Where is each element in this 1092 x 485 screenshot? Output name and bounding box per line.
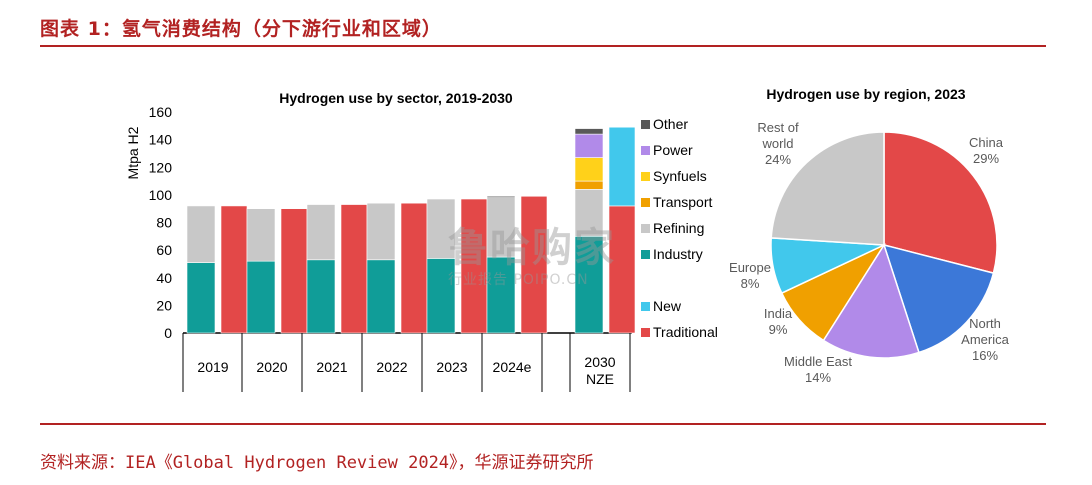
bar-segment-refining (574, 189, 604, 237)
y-tick-label: 60 (156, 242, 172, 258)
watermark: 鲁哈购家 行业报告 POIPO.CN (448, 215, 648, 289)
bottom-rule (40, 423, 1046, 425)
bar-segment-traditional (400, 202, 428, 334)
bar-segment-power (574, 133, 604, 158)
pie-label-china: China (969, 135, 1004, 150)
bar-segment-refining (366, 202, 396, 261)
pie-label-rest-of-world: 24% (765, 152, 791, 167)
bar-segment-industry (426, 258, 456, 334)
legend-label-traditional: Traditional (653, 324, 718, 340)
watermark-main: 鲁哈购家 (448, 225, 616, 271)
bar-segment-industry (306, 259, 336, 334)
x-tick-label: 2022 (376, 359, 407, 375)
bar-segment-traditional (520, 195, 548, 334)
bar-segment-refining (246, 208, 276, 262)
x-tick-label: 2030 (584, 354, 615, 370)
legend-swatch-synfuels (641, 172, 650, 181)
bar-chart-title: Hydrogen use by sector, 2019-2030 (279, 90, 513, 106)
bar-segment-industry (574, 236, 604, 334)
bar-segment-refining (426, 198, 456, 259)
y-tick-label: 100 (149, 187, 173, 203)
legend-swatch-power (641, 146, 650, 155)
x-tick-label: 2024e (493, 359, 532, 375)
pie-label-north-america: 16% (972, 348, 998, 363)
bar-segment-industry (186, 262, 216, 334)
x-tick-label: 2020 (256, 359, 287, 375)
legend-swatch-refining (641, 224, 650, 233)
legend-swatch-industry (641, 250, 650, 259)
bar-segment-synfuels (574, 157, 604, 182)
legend-label-industry: Industry (653, 246, 703, 262)
bar-segment-traditional (220, 205, 248, 334)
y-tick-label: 80 (156, 215, 172, 231)
x-tick-label: 2019 (197, 359, 228, 375)
watermark-sub: 行业报告 POIPO.CN (448, 272, 589, 288)
legend-label-new: New (653, 298, 682, 314)
pie-slice-middle-east (822, 243, 920, 359)
top-rule (40, 45, 1046, 47)
y-tick-label: 0 (164, 325, 172, 341)
y-tick-label: 120 (149, 159, 173, 175)
pie-label-india: India (764, 306, 793, 321)
bar-segment-refining (186, 205, 216, 263)
legend-swatch-transport (641, 198, 650, 207)
bar-segment-traditional (608, 205, 636, 334)
pie-label-europe: Europe (729, 260, 771, 275)
bar-segment-other (486, 195, 516, 198)
x-tick-label: 2021 (316, 359, 347, 375)
pie-label-middle-east: 14% (805, 370, 831, 385)
bar-segment-industry (366, 259, 396, 334)
bar-segment-new (608, 126, 636, 207)
legend-label-power: Power (653, 142, 693, 158)
y-axis-label: Mtpa H2 (125, 126, 141, 179)
y-tick-label: 20 (156, 297, 172, 313)
bar-segment-traditional (340, 204, 368, 334)
bar-segment-industry (246, 260, 276, 334)
figure-title: 图表 1：氢气消费结构（分下游行业和区域） (40, 18, 442, 40)
pie-label-europe: 8% (741, 276, 760, 291)
bar-segment-other (574, 128, 604, 135)
pie-chart-title: Hydrogen use by region, 2023 (766, 86, 965, 102)
pie-slice-rest-of-world (770, 131, 885, 246)
bar-segment-industry (486, 256, 516, 334)
pie-slice-china (883, 131, 998, 275)
y-tick-label: 40 (156, 270, 172, 286)
y-tick-label: 140 (149, 132, 173, 148)
legend-swatch-other (641, 120, 650, 129)
legend-swatch-traditional (641, 328, 650, 337)
bar-segment-traditional (280, 208, 308, 334)
pie-label-north-america: North (969, 316, 1001, 331)
pie-label-india: 9% (769, 322, 788, 337)
legend-label-transport: Transport (653, 194, 713, 210)
legend-label-synfuels: Synfuels (653, 168, 707, 184)
pie-slice-north-america (882, 243, 995, 354)
pie-label-china: 29% (973, 151, 999, 166)
y-tick-label: 160 (149, 104, 173, 120)
source-note: 资料来源：IEA《Global Hydrogen Review 2024》，华源… (40, 453, 594, 473)
x-tick-label: NZE (586, 371, 614, 387)
legend-label-refining: Refining (653, 220, 704, 236)
bar-segment-transport (574, 180, 604, 190)
pie-label-rest-of-world: world (761, 136, 793, 151)
pie-label-middle-east: Middle East (784, 354, 852, 369)
pie-label-rest-of-world: Rest of (757, 120, 799, 135)
x-tick-label: 2023 (436, 359, 467, 375)
legend-label-other: Other (653, 116, 688, 132)
bar-segment-refining (486, 197, 516, 258)
bar-segment-refining (306, 204, 336, 261)
pie-label-north-america: America (961, 332, 1009, 347)
legend-swatch-new (641, 302, 650, 311)
